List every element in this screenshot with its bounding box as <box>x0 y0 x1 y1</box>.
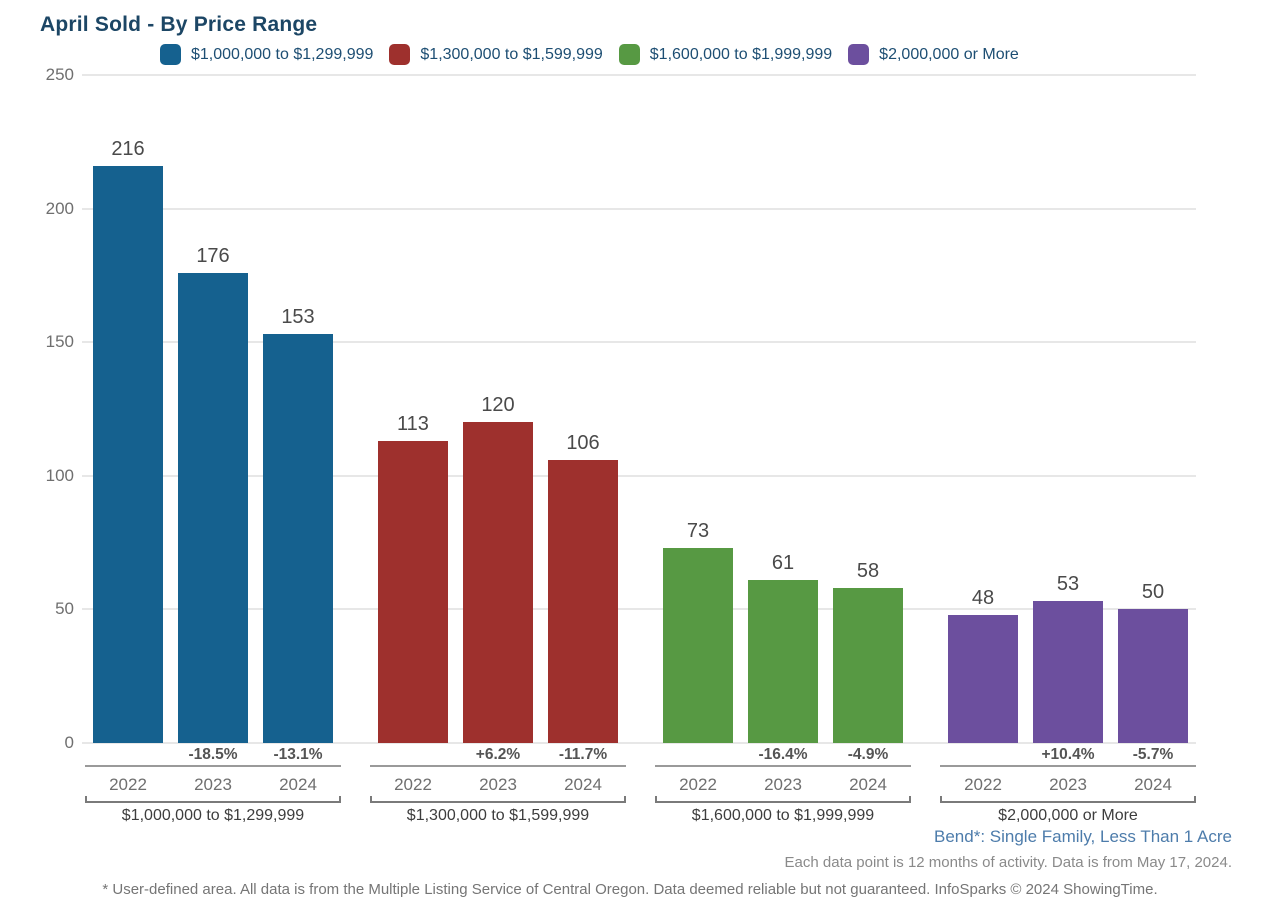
bar-value-label: 48 <box>971 586 995 609</box>
y-axis-tick-label: 100 <box>45 465 74 485</box>
pct-change-label: +10.4% <box>1041 746 1095 763</box>
x-axis-year-label: 2023 <box>1049 775 1087 794</box>
bar-2022-group-3[interactable] <box>948 614 1018 743</box>
legend-swatch-icon <box>618 44 640 65</box>
pct-change-label: -11.7% <box>558 746 608 763</box>
group-bracket <box>370 796 626 803</box>
bar-value-label: 53 <box>1056 573 1080 596</box>
bar-2023-group-2[interactable] <box>748 580 818 743</box>
gridline-200 <box>82 207 1196 210</box>
group-bracket <box>655 796 911 803</box>
x-axis-year-label: 2024 <box>279 775 317 794</box>
group-separator-line <box>940 765 1196 767</box>
y-axis-tick-label: 50 <box>55 599 74 619</box>
x-axis-year-label: 2024 <box>564 775 602 794</box>
legend-swatch-icon <box>160 44 181 65</box>
footer-data-note: Each data point is 12 months of activity… <box>784 854 1232 871</box>
y-axis-tick-label: 150 <box>45 332 74 352</box>
bar-value-label: 216 <box>111 137 145 160</box>
bar-value-label: 113 <box>397 413 429 436</box>
group-separator-line <box>655 765 911 767</box>
bar-2022-group-0[interactable] <box>93 165 163 743</box>
x-axis-year-label: 2022 <box>394 775 432 794</box>
gridline-0 <box>82 742 1196 744</box>
y-axis-tick-label: 200 <box>45 198 74 218</box>
x-axis-year-label: 2022 <box>964 775 1002 794</box>
bar-2022-group-2[interactable] <box>663 547 733 743</box>
gridline-250 <box>82 74 1196 76</box>
x-axis-year-label: 2023 <box>764 775 802 794</box>
x-axis-year-label: 2022 <box>109 775 147 794</box>
pct-change-label: -5.7% <box>1132 746 1174 763</box>
bar-value-label: 73 <box>686 519 710 542</box>
footer-area-note: Bend*: Single Family, Less Than 1 Acre <box>934 827 1232 846</box>
bar-value-label: 61 <box>771 552 795 574</box>
legend-swatch-icon <box>848 44 870 65</box>
group-price-range-label: $1,000,000 to $1,299,999 <box>121 807 305 824</box>
pct-change-label: +6.2% <box>475 746 521 763</box>
bar-value-label: 153 <box>281 306 315 329</box>
footer-disclaimer: * User-defined area. All data is from th… <box>102 881 1158 898</box>
pct-change-label: -4.9% <box>847 746 889 763</box>
group-separator-line <box>370 765 626 767</box>
group-price-range-label: $1,300,000 to $1,599,999 <box>406 807 590 824</box>
legend-item-label: $1,000,000 to $1,299,999 <box>191 45 374 63</box>
x-axis-year-label: 2023 <box>194 775 232 794</box>
bar-value-label: 106 <box>566 431 600 454</box>
x-axis-year-label: 2024 <box>849 775 887 794</box>
bar-value-label: 58 <box>856 560 880 583</box>
legend: $1,000,000 to $1,299,999 $1,300,000 to $1… <box>160 44 1019 65</box>
y-axis-tick-label: 0 <box>64 733 74 752</box>
bar-value-label: 176 <box>196 244 230 267</box>
y-axis-tick-label: 250 <box>45 65 74 84</box>
bar-2023-group-1[interactable] <box>463 422 533 743</box>
bar-2024-group-0[interactable] <box>263 334 333 743</box>
pct-change-label: -18.5% <box>188 746 238 763</box>
gridline-100 <box>82 474 1196 477</box>
legend-item-label: $1,600,000 to $1,999,999 <box>649 45 833 63</box>
legend-item-label: $2,000,000 or More <box>879 45 1019 63</box>
x-axis-year-label: 2023 <box>479 775 517 794</box>
gridline-50 <box>82 608 1196 611</box>
legend-item-1[interactable]: $1,300,000 to $1,599,999 <box>389 44 603 65</box>
group-bracket <box>940 796 1196 803</box>
legend-item-0[interactable]: $1,000,000 to $1,299,999 <box>160 44 373 65</box>
legend-item-2[interactable]: $1,600,000 to $1,999,999 <box>618 44 833 65</box>
group-price-range-label: $2,000,000 or More <box>998 807 1138 824</box>
group-price-range-label: $1,600,000 to $1,999,999 <box>691 807 875 824</box>
bar-2024-group-2[interactable] <box>833 588 903 743</box>
bar-value-label: 50 <box>1141 581 1165 604</box>
bar-2024-group-1[interactable] <box>548 459 618 743</box>
x-axis-year-label: 2024 <box>1134 775 1172 794</box>
page-title: April Sold - By Price Range <box>40 13 318 36</box>
x-axis-year-label: 2022 <box>679 775 717 794</box>
group-separator-line <box>85 765 341 767</box>
bar-2023-group-3[interactable] <box>1033 601 1103 743</box>
legend-item-3[interactable]: $2,000,000 or More <box>848 44 1019 65</box>
group-bracket <box>85 796 341 803</box>
bar-2022-group-1[interactable] <box>378 441 448 743</box>
legend-item-label: $1,300,000 to $1,599,999 <box>420 45 603 63</box>
bar-2023-group-0[interactable] <box>178 272 248 743</box>
gridline-150 <box>82 341 1196 344</box>
pct-change-label: -13.1% <box>273 746 323 763</box>
pct-change-label: -16.4% <box>758 746 808 763</box>
legend-swatch-icon <box>389 44 411 65</box>
bar-2024-group-3[interactable] <box>1118 609 1188 743</box>
bar-value-label: 120 <box>481 394 515 417</box>
